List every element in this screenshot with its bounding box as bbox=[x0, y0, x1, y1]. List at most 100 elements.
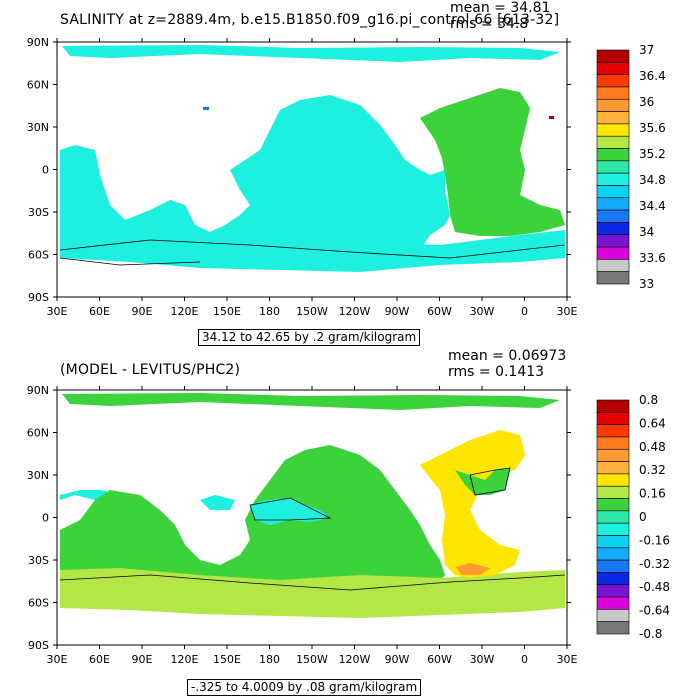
colorbar-swatch bbox=[596, 412, 630, 425]
colorbar-swatch bbox=[596, 259, 630, 272]
top-contour-line bbox=[59, 239, 566, 259]
colorbar-label: 34 bbox=[639, 225, 654, 239]
top-atlantic-ocean bbox=[420, 88, 565, 236]
colorbar-swatch bbox=[596, 535, 630, 549]
colorbar-swatch bbox=[596, 609, 630, 622]
colorbar-swatch bbox=[596, 185, 630, 199]
colorbar-label: 0.32 bbox=[639, 463, 666, 477]
lat-label: 90S bbox=[28, 291, 49, 304]
lat-label: 90N bbox=[27, 36, 49, 49]
top-pacific-indian-ocean bbox=[60, 95, 450, 258]
bottom-colorbar: 0.8 0.64 0.48 0.32 0.16 0 -0.16 -0.32 -0.48 -0.64… bbox=[596, 393, 670, 641]
colorbar-swatch bbox=[596, 234, 630, 248]
bottom-arctic-ocean bbox=[62, 393, 560, 410]
colorbar-swatch bbox=[596, 135, 630, 149]
colorbar-label: 36 bbox=[639, 95, 654, 109]
colorbar-swatch bbox=[596, 522, 630, 536]
bottom-atlantic-green-patch bbox=[455, 468, 510, 495]
lat-label: 0 bbox=[42, 164, 49, 177]
colorbar-swatch bbox=[596, 98, 630, 112]
lon-label: 0 bbox=[521, 305, 528, 318]
lon-label: 60W bbox=[427, 305, 452, 318]
colorbar-swatch bbox=[596, 510, 630, 524]
top-rms: rms = 34.8 bbox=[450, 16, 529, 32]
bottom-contour-info: -.325 to 4.0009 by .08 gram/kilogram bbox=[187, 679, 422, 696]
lat-label: 60S bbox=[28, 249, 49, 262]
lon-label: 120W bbox=[339, 305, 371, 318]
colorbar-swatch bbox=[596, 436, 630, 450]
colorbar-swatch bbox=[596, 559, 630, 573]
lat-label: 30S bbox=[28, 554, 49, 567]
colorbar-swatch bbox=[596, 222, 630, 236]
lon-label: 30W bbox=[470, 653, 495, 666]
bottom-southern-ocean bbox=[60, 568, 565, 618]
lon-label: 90W bbox=[385, 653, 410, 666]
colorbar-swatch bbox=[596, 399, 630, 413]
colorbar-swatch bbox=[596, 111, 630, 125]
lon-label: 30E bbox=[557, 653, 578, 666]
colorbar-swatch bbox=[596, 424, 630, 438]
bottom-map bbox=[56, 389, 568, 646]
bottom-pacific-cyan-patch bbox=[250, 498, 330, 525]
top-southern-ocean bbox=[60, 230, 565, 272]
lon-label: 180 bbox=[259, 653, 280, 666]
colorbar-label: -0.48 bbox=[639, 580, 670, 594]
lon-label: 150W bbox=[296, 305, 328, 318]
bottom-pacific-ocean bbox=[60, 445, 445, 605]
lon-label: 150E bbox=[213, 653, 241, 666]
colorbar-label: 0.16 bbox=[639, 487, 666, 501]
colorbar-label: 37 bbox=[639, 43, 654, 57]
colorbar-swatch bbox=[596, 547, 630, 561]
lon-label: 60E bbox=[89, 305, 110, 318]
bottom-title: (MODEL - LEVITUS/PHC2) bbox=[60, 362, 241, 378]
colorbar-swatch bbox=[596, 271, 630, 285]
bottom-contour-line bbox=[59, 574, 566, 591]
colorbar-swatch bbox=[596, 473, 630, 487]
colorbar-label: -0.32 bbox=[639, 557, 670, 571]
lon-label: 60E bbox=[89, 653, 110, 666]
colorbar-swatch bbox=[596, 86, 630, 100]
bottom-atlantic-orange-patch bbox=[455, 563, 490, 575]
colorbar-swatch bbox=[596, 62, 630, 75]
colorbar-label: 35.6 bbox=[639, 121, 666, 135]
lon-label: 150W bbox=[296, 653, 328, 666]
lon-label: 90E bbox=[132, 653, 153, 666]
bottom-atlantic-yellow bbox=[420, 430, 525, 578]
top-map bbox=[56, 41, 568, 298]
colorbar-swatch bbox=[596, 148, 630, 162]
colorbar-swatch bbox=[596, 572, 630, 586]
bottom-rms: rms = 0.1413 bbox=[448, 364, 545, 380]
lat-label: 60S bbox=[28, 597, 49, 610]
colorbar-swatch bbox=[596, 461, 630, 475]
colorbar-swatch bbox=[596, 485, 630, 499]
colorbar-swatch bbox=[596, 621, 630, 635]
top-contour-line bbox=[59, 257, 201, 266]
bottom-contour-line bbox=[249, 497, 332, 521]
colorbar-swatch bbox=[596, 74, 630, 88]
colorbar-label: 33.6 bbox=[639, 251, 666, 265]
colorbar-label: 0.48 bbox=[639, 440, 666, 454]
colorbar-swatch bbox=[596, 160, 630, 174]
lon-label: 120E bbox=[171, 305, 199, 318]
lon-label: 30E bbox=[47, 653, 68, 666]
lat-label: 90N bbox=[27, 384, 49, 397]
colorbar-label: 33 bbox=[639, 277, 654, 291]
lon-label: 180 bbox=[259, 305, 280, 318]
colorbar-swatch bbox=[596, 246, 630, 260]
lon-label: 0 bbox=[521, 653, 528, 666]
bottom-contour-line bbox=[469, 467, 511, 496]
lon-label: 90W bbox=[385, 305, 410, 318]
colorbar-label: -0.8 bbox=[639, 627, 662, 641]
top-colorbar: 37 36.4 36 35.6 35.2 34.8 34.4 34 33.6 33 bbox=[596, 43, 666, 291]
lat-label: 0 bbox=[42, 512, 49, 525]
top-med-sea-marker bbox=[549, 116, 554, 119]
top-title: SALINITY at z=2889.4m, b.e15.B1850.f09_g… bbox=[60, 12, 560, 28]
lat-label: 30N bbox=[27, 121, 49, 134]
lat-label: 30S bbox=[28, 206, 49, 219]
colorbar-label: 0.8 bbox=[639, 393, 658, 407]
colorbar-swatch bbox=[596, 197, 630, 211]
lon-label: 150E bbox=[213, 305, 241, 318]
colorbar-label: -0.64 bbox=[639, 604, 670, 618]
